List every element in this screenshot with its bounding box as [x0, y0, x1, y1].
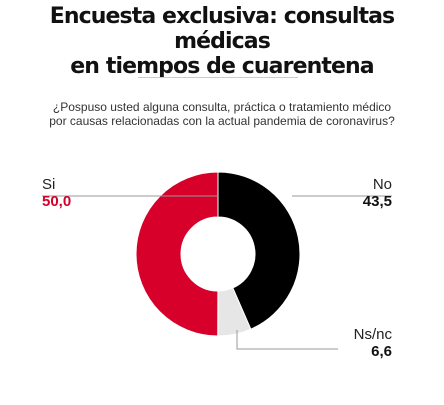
chart-title-line-1: Encuesta exclusiva: consultas médicas [49, 4, 395, 54]
value-label-si: 50,0 [42, 193, 72, 210]
category-label-si: Si [42, 176, 56, 193]
value-label-no: 43,5 [362, 193, 392, 210]
category-label-nsnc: Ns/nc [353, 326, 392, 343]
slice-si [135, 171, 219, 337]
title-divider [138, 77, 298, 78]
category-label-no: No [372, 176, 392, 193]
value-label-nsnc: 6,6 [371, 343, 392, 360]
chart-title: Encuesta exclusiva: consultas médicas en… [0, 4, 444, 79]
survey-question: ¿Pospuso usted alguna consulta, práctica… [0, 100, 444, 128]
slice-no [217, 171, 301, 330]
survey-question-line-1: ¿Pospuso usted alguna consulta, práctica… [52, 100, 392, 114]
chart-title-line-2: en tiempos de cuarentena [70, 54, 374, 79]
survey-question-line-2: por causas relacionadas con la actual pa… [49, 114, 395, 128]
leader-line-nsnc [236, 330, 338, 350]
